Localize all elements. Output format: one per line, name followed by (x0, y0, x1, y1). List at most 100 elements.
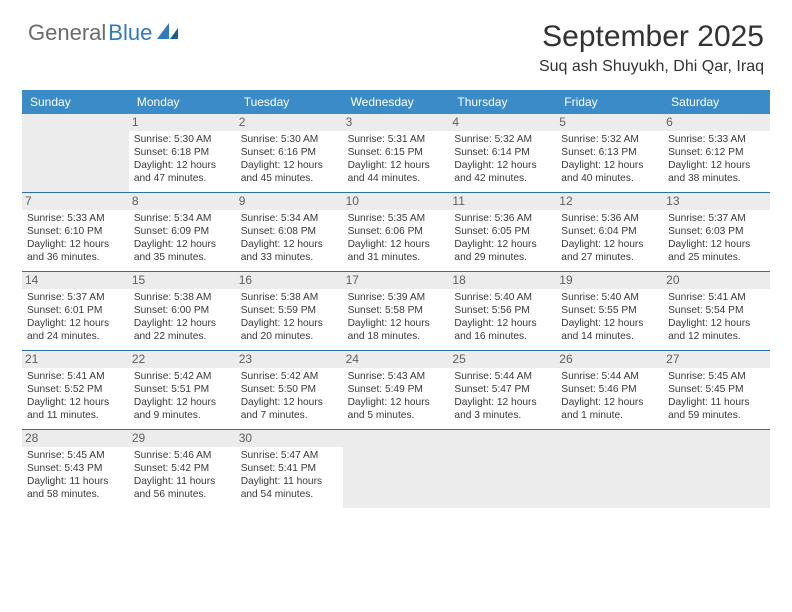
sunrise-line: Sunrise: 5:44 AM (561, 370, 658, 383)
sunrise-line: Sunrise: 5:40 AM (561, 291, 658, 304)
day-number: 2 (236, 114, 343, 131)
sunrise-line: Sunrise: 5:35 AM (348, 212, 445, 225)
sunset-line: Sunset: 6:12 PM (668, 146, 765, 159)
day-number: 28 (22, 430, 129, 447)
sunset-line: Sunset: 5:50 PM (241, 383, 338, 396)
month-title: September 2025 (539, 20, 764, 54)
logo-sail-icon (156, 21, 182, 46)
day-cell (22, 114, 129, 192)
day-cell: 18Sunrise: 5:40 AMSunset: 5:56 PMDayligh… (449, 272, 556, 350)
day-cell: 14Sunrise: 5:37 AMSunset: 6:01 PMDayligh… (22, 272, 129, 350)
week-row: 21Sunrise: 5:41 AMSunset: 5:52 PMDayligh… (22, 351, 770, 430)
daylight-line: Daylight: 12 hours and 44 minutes. (348, 159, 445, 185)
sunrise-line: Sunrise: 5:39 AM (348, 291, 445, 304)
sunrise-line: Sunrise: 5:41 AM (27, 370, 124, 383)
sunrise-line: Sunrise: 5:43 AM (348, 370, 445, 383)
week-row: 1Sunrise: 5:30 AMSunset: 6:18 PMDaylight… (22, 114, 770, 193)
sunset-line: Sunset: 5:55 PM (561, 304, 658, 317)
week-row: 28Sunrise: 5:45 AMSunset: 5:43 PMDayligh… (22, 430, 770, 508)
daylight-line: Daylight: 12 hours and 22 minutes. (134, 317, 231, 343)
day-number: 6 (663, 114, 770, 131)
day-cell: 3Sunrise: 5:31 AMSunset: 6:15 PMDaylight… (343, 114, 450, 192)
sunset-line: Sunset: 5:43 PM (27, 462, 124, 475)
day-number: 22 (129, 351, 236, 368)
daylight-line: Daylight: 12 hours and 24 minutes. (27, 317, 124, 343)
dow-cell: Sunday (22, 90, 129, 114)
sunrise-line: Sunrise: 5:45 AM (668, 370, 765, 383)
day-cell: 11Sunrise: 5:36 AMSunset: 6:05 PMDayligh… (449, 193, 556, 271)
daylight-line: Daylight: 12 hours and 27 minutes. (561, 238, 658, 264)
day-number: 4 (449, 114, 556, 131)
dow-cell: Saturday (663, 90, 770, 114)
day-cell: 30Sunrise: 5:47 AMSunset: 5:41 PMDayligh… (236, 430, 343, 508)
sunrise-line: Sunrise: 5:34 AM (134, 212, 231, 225)
daylight-line: Daylight: 11 hours and 58 minutes. (27, 475, 124, 501)
day-number: 1 (129, 114, 236, 131)
daylight-line: Daylight: 12 hours and 35 minutes. (134, 238, 231, 264)
day-cell: 27Sunrise: 5:45 AMSunset: 5:45 PMDayligh… (663, 351, 770, 429)
daylight-line: Daylight: 12 hours and 33 minutes. (241, 238, 338, 264)
daylight-line: Daylight: 11 hours and 54 minutes. (241, 475, 338, 501)
sunset-line: Sunset: 6:09 PM (134, 225, 231, 238)
day-cell (343, 430, 450, 508)
sunrise-line: Sunrise: 5:34 AM (241, 212, 338, 225)
sunrise-line: Sunrise: 5:32 AM (561, 133, 658, 146)
sunrise-line: Sunrise: 5:47 AM (241, 449, 338, 462)
day-cell: 2Sunrise: 5:30 AMSunset: 6:16 PMDaylight… (236, 114, 343, 192)
day-number: 8 (129, 193, 236, 210)
sunrise-line: Sunrise: 5:36 AM (454, 212, 551, 225)
day-cell (449, 430, 556, 508)
day-cell: 6Sunrise: 5:33 AMSunset: 6:12 PMDaylight… (663, 114, 770, 192)
daylight-line: Daylight: 12 hours and 42 minutes. (454, 159, 551, 185)
logo-text-blue: Blue (108, 20, 152, 46)
day-cell: 29Sunrise: 5:46 AMSunset: 5:42 PMDayligh… (129, 430, 236, 508)
daylight-line: Daylight: 12 hours and 7 minutes. (241, 396, 338, 422)
sunset-line: Sunset: 5:56 PM (454, 304, 551, 317)
day-cell: 23Sunrise: 5:42 AMSunset: 5:50 PMDayligh… (236, 351, 343, 429)
day-of-week-header: SundayMondayTuesdayWednesdayThursdayFrid… (22, 90, 770, 114)
sunset-line: Sunset: 5:58 PM (348, 304, 445, 317)
day-number: 24 (343, 351, 450, 368)
day-cell: 9Sunrise: 5:34 AMSunset: 6:08 PMDaylight… (236, 193, 343, 271)
day-number: 7 (22, 193, 129, 210)
day-number: 5 (556, 114, 663, 131)
sunset-line: Sunset: 6:13 PM (561, 146, 658, 159)
day-number: 20 (663, 272, 770, 289)
daylight-line: Daylight: 11 hours and 56 minutes. (134, 475, 231, 501)
day-number: 16 (236, 272, 343, 289)
day-number: 11 (449, 193, 556, 210)
day-cell: 10Sunrise: 5:35 AMSunset: 6:06 PMDayligh… (343, 193, 450, 271)
sunrise-line: Sunrise: 5:30 AM (134, 133, 231, 146)
sunset-line: Sunset: 6:01 PM (27, 304, 124, 317)
day-cell: 8 Sunrise: 5:34 AMSunset: 6:09 PMDaylight… (129, 193, 236, 271)
day-cell (663, 430, 770, 508)
week-row: 7Sunrise: 5:33 AMSunset: 6:10 PMDaylight… (22, 193, 770, 272)
day-cell: 25Sunrise: 5:44 AMSunset: 5:47 PMDayligh… (449, 351, 556, 429)
sunrise-line: Sunrise: 5:32 AM (454, 133, 551, 146)
weeks-container: 1Sunrise: 5:30 AMSunset: 6:18 PMDaylight… (22, 114, 770, 508)
day-cell: 28Sunrise: 5:45 AMSunset: 5:43 PMDayligh… (22, 430, 129, 508)
day-cell: 17Sunrise: 5:39 AMSunset: 5:58 PMDayligh… (343, 272, 450, 350)
sunrise-line: Sunrise: 5:31 AM (348, 133, 445, 146)
daylight-line: Daylight: 12 hours and 47 minutes. (134, 159, 231, 185)
daylight-line: Daylight: 12 hours and 20 minutes. (241, 317, 338, 343)
sunset-line: Sunset: 5:46 PM (561, 383, 658, 396)
day-number: 15 (129, 272, 236, 289)
sunset-line: Sunset: 6:16 PM (241, 146, 338, 159)
day-number: 29 (129, 430, 236, 447)
sunrise-line: Sunrise: 5:42 AM (241, 370, 338, 383)
day-number: 14 (22, 272, 129, 289)
daylight-line: Daylight: 12 hours and 5 minutes. (348, 396, 445, 422)
sunset-line: Sunset: 5:52 PM (27, 383, 124, 396)
day-number: 19 (556, 272, 663, 289)
sunset-line: Sunset: 6:14 PM (454, 146, 551, 159)
day-cell (556, 430, 663, 508)
sunset-line: Sunset: 6:03 PM (668, 225, 765, 238)
sunrise-line: Sunrise: 5:44 AM (454, 370, 551, 383)
day-cell: 12Sunrise: 5:36 AMSunset: 6:04 PMDayligh… (556, 193, 663, 271)
day-cell: 26Sunrise: 5:44 AMSunset: 5:46 PMDayligh… (556, 351, 663, 429)
daylight-line: Daylight: 11 hours and 59 minutes. (668, 396, 765, 422)
sunset-line: Sunset: 5:51 PM (134, 383, 231, 396)
day-cell: 20Sunrise: 5:41 AMSunset: 5:54 PMDayligh… (663, 272, 770, 350)
sunrise-line: Sunrise: 5:42 AM (134, 370, 231, 383)
